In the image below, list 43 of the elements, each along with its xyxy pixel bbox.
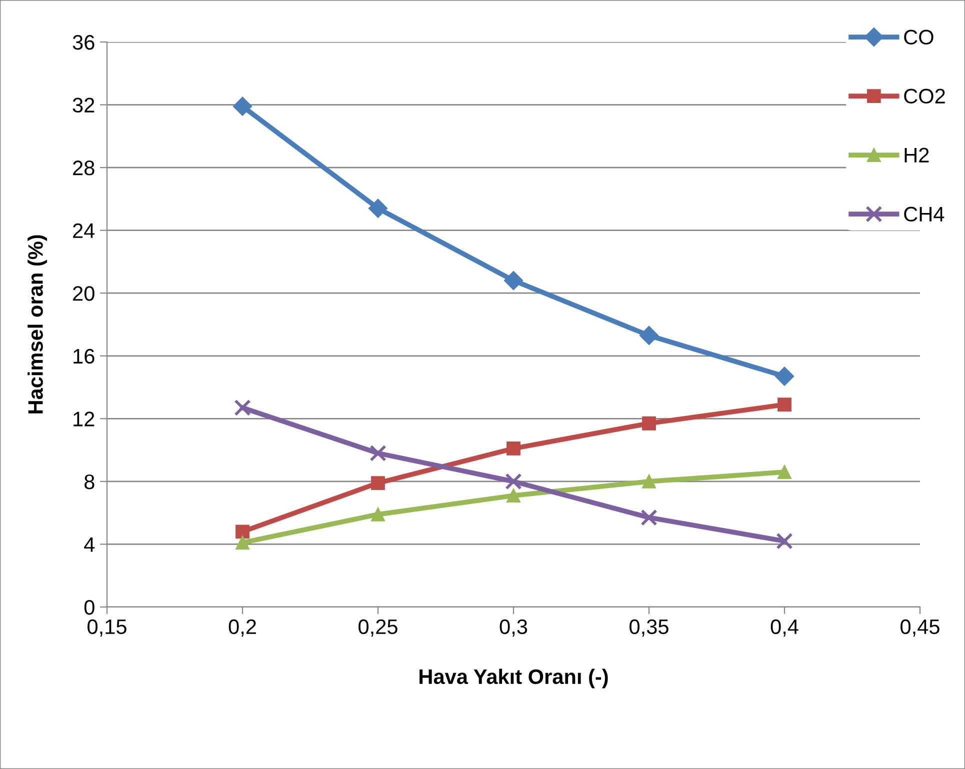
y-tick-label: 8	[84, 474, 94, 490]
point	[640, 509, 658, 526]
y-axis-title: Hacimsel oran (%)	[28, 235, 48, 414]
legend-label: CO	[904, 30, 934, 45]
y-tick-label: 16	[74, 348, 94, 364]
x-tick-label: 0,2	[228, 619, 256, 637]
point	[776, 532, 793, 550]
legend-label: CO2	[904, 88, 945, 104]
point	[642, 416, 656, 430]
point	[506, 442, 520, 456]
point	[371, 476, 385, 490]
point	[774, 366, 794, 386]
legend-label: H2	[904, 148, 929, 162]
x-tick-label: 0,45	[900, 619, 940, 637]
x-axis-title: Hava Yakıt Oranı (-)	[420, 668, 608, 688]
y-tick-label: 28	[73, 160, 94, 176]
y-tick-label: 0	[84, 600, 94, 615]
x-tick-label: 0,25	[358, 619, 398, 637]
point	[370, 444, 386, 462]
point	[505, 473, 522, 490]
x-tick-label: 0,4	[770, 619, 798, 637]
y-tick-label: 12	[74, 412, 94, 426]
point	[371, 507, 385, 522]
y-tick-label: 32	[72, 98, 94, 113]
point	[506, 488, 520, 503]
y-tick-label: 36	[72, 35, 94, 50]
point	[778, 398, 792, 412]
x-tick-label: 0,15	[88, 619, 126, 637]
point	[232, 96, 252, 116]
point	[504, 271, 524, 290]
point	[642, 474, 656, 488]
y-tick-label: 24	[73, 223, 95, 238]
point	[368, 198, 388, 218]
point	[236, 524, 250, 539]
x-tick-label: 0,3	[500, 619, 528, 637]
point	[234, 399, 251, 416]
y-tick-label: 20	[73, 286, 94, 301]
point	[778, 465, 792, 479]
y-tick-label: 4	[84, 537, 95, 552]
point	[236, 536, 250, 550]
point	[639, 326, 659, 346]
x-tick-label: 0,35	[630, 619, 668, 637]
legend-label: CH4	[904, 206, 944, 222]
